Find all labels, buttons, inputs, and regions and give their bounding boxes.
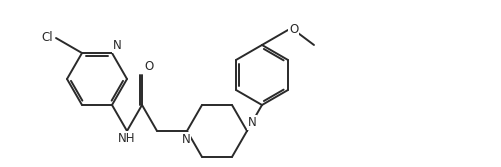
Text: N: N <box>113 39 122 52</box>
Text: NH: NH <box>118 132 136 145</box>
Text: N: N <box>182 133 190 146</box>
Text: O: O <box>289 24 298 36</box>
Text: N: N <box>248 116 257 129</box>
Text: O: O <box>144 60 153 73</box>
Text: Cl: Cl <box>42 31 53 44</box>
